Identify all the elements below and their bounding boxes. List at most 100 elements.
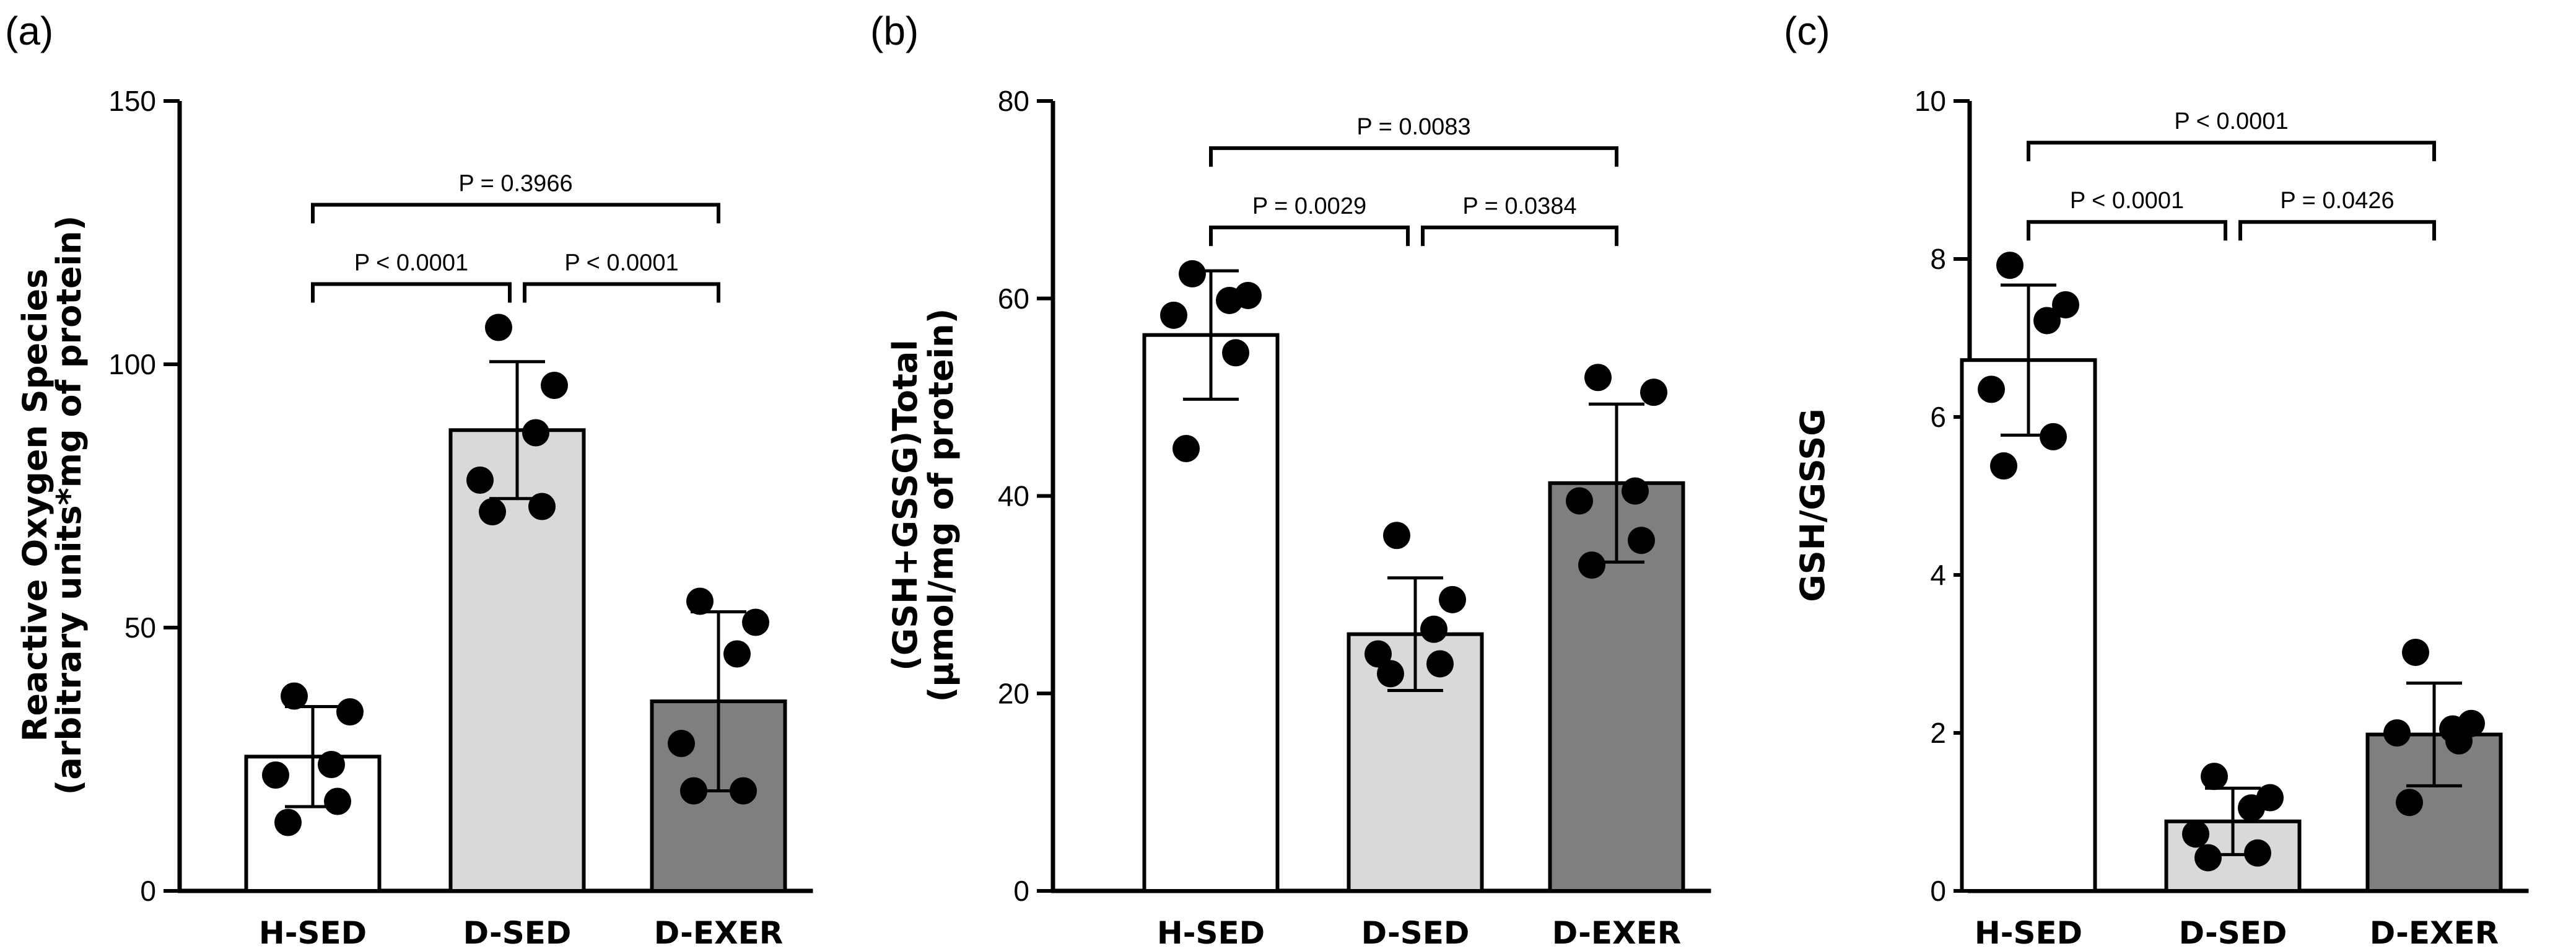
panel-label: (c) — [1784, 9, 1830, 53]
significance-bracket — [523, 282, 720, 303]
category-label: D-SED — [1361, 915, 1470, 951]
data-point — [1383, 522, 1410, 550]
y-tick-label: 6 — [1930, 401, 1946, 433]
chart-panel-2: (c) GSH/GSSG 0 2 4 6 8 10 H-SED D-SED D-EXER P < 0.… — [1784, 9, 2529, 951]
significance-bracket — [2027, 141, 2436, 162]
p-value-label: P = 0.0029 — [1252, 193, 1366, 219]
bar-h-sed — [1960, 358, 2097, 893]
p-value-label: P < 0.0001 — [2174, 108, 2288, 134]
y-tick-label: 40 — [998, 480, 1029, 512]
significance-bracket — [1209, 146, 1618, 167]
data-point — [668, 730, 695, 757]
data-point — [1622, 477, 1649, 505]
data-point — [2201, 763, 2228, 791]
data-point — [1172, 435, 1200, 462]
p-value-label: P < 0.0001 — [564, 250, 678, 276]
data-point — [485, 313, 512, 341]
data-point — [1420, 615, 1447, 643]
y-tick-label: 100 — [108, 348, 156, 380]
data-point — [1566, 487, 1593, 515]
data-point — [686, 587, 714, 615]
panel-label: (b) — [870, 9, 919, 53]
y-tick-label: 0 — [1930, 875, 1946, 907]
data-point — [522, 419, 549, 447]
y-tick-label: 2 — [1930, 717, 1946, 749]
data-point — [2445, 727, 2473, 755]
y-axis-label: Reactive Oxygen Species — [15, 269, 55, 742]
data-point — [1640, 379, 1667, 406]
data-point — [1584, 364, 1612, 392]
data-point — [2244, 839, 2271, 867]
chart-panel-1: (b) (GSH+GSSG)Total(µmol/mg of protein) 0 2… — [870, 9, 1711, 951]
category-label: D-EXER — [654, 915, 784, 951]
category-label: D-SED — [2179, 915, 2287, 951]
data-point — [274, 809, 302, 836]
y-axis-label: (µmol/mg of protein) — [922, 309, 961, 703]
significance-bracket — [2238, 220, 2436, 241]
y-tick-label: 8 — [1930, 243, 1946, 275]
data-point — [1439, 585, 1466, 613]
y-tick-label: 60 — [998, 283, 1029, 315]
category-label: H-SED — [1975, 915, 2082, 951]
y-tick-label: 20 — [998, 677, 1029, 709]
data-point — [318, 751, 345, 778]
y-axis-label: (GSH+GSSG)Total — [886, 340, 925, 671]
p-value-label: P = 0.0426 — [2280, 188, 2394, 214]
data-point — [324, 787, 351, 815]
y-tick-label: 10 — [1915, 85, 1946, 117]
data-point — [1978, 375, 2005, 403]
y-tick-label: 0 — [140, 875, 156, 907]
p-value-label: P < 0.0001 — [354, 250, 468, 276]
data-point — [2052, 291, 2079, 318]
data-point — [1990, 452, 2017, 480]
data-point — [1216, 286, 1243, 314]
significance-bracket — [311, 282, 512, 303]
data-point — [1222, 339, 1249, 367]
data-point — [2383, 719, 2411, 747]
significance-bracket — [1421, 226, 1618, 247]
y-axis-label: GSH/GSSG — [1793, 408, 1832, 602]
category-label: D-SED — [463, 915, 572, 951]
data-point — [2238, 794, 2265, 822]
data-point — [680, 777, 707, 805]
data-point — [1160, 301, 1187, 329]
bar-h-sed — [1142, 333, 1280, 893]
data-point — [262, 761, 289, 789]
data-point — [1377, 660, 1404, 688]
data-point — [1364, 640, 1392, 668]
data-point — [336, 698, 364, 725]
category-label: D-EXER — [1552, 915, 1682, 951]
category-label: H-SED — [259, 915, 367, 951]
data-point — [1179, 260, 1206, 287]
y-tick-label: 0 — [1013, 875, 1029, 907]
y-tick-label: 4 — [1930, 559, 1946, 591]
data-point — [281, 682, 308, 710]
category-label: H-SED — [1157, 915, 1265, 951]
bar-d-sed — [448, 428, 586, 893]
y-axis-label: (arbitrary units*mg of protein) — [50, 216, 89, 795]
data-point — [730, 777, 757, 805]
y-tick-label: 50 — [124, 611, 156, 644]
significance-bracket — [311, 203, 720, 224]
significance-bracket — [2027, 220, 2227, 241]
y-tick-label: 80 — [998, 85, 1029, 117]
data-point — [2402, 638, 2429, 666]
data-point — [1426, 650, 1454, 678]
data-point — [1628, 527, 1655, 554]
data-point — [541, 372, 568, 399]
y-tick-label: 150 — [108, 85, 156, 117]
p-value-label: P = 0.3966 — [458, 171, 572, 197]
data-point — [2182, 820, 2209, 848]
p-value-label: P = 0.0384 — [1462, 193, 1576, 219]
p-value-label: P < 0.0001 — [2070, 188, 2184, 214]
data-point — [479, 498, 506, 525]
data-point — [2396, 789, 2423, 817]
p-value-label: P = 0.0083 — [1356, 114, 1470, 140]
data-point — [528, 493, 556, 520]
data-point — [1996, 252, 2024, 279]
category-label: D-EXER — [2370, 915, 2499, 951]
significance-bracket — [1209, 226, 1410, 247]
data-point — [466, 467, 494, 494]
data-point — [2194, 844, 2222, 872]
